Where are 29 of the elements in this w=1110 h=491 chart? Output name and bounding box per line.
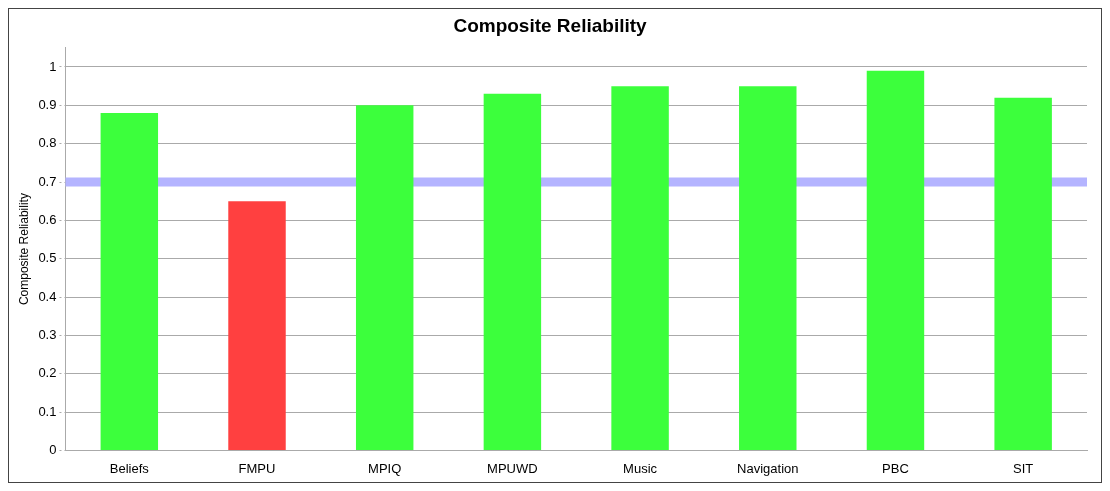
y-tick-label: 0.3	[38, 326, 57, 342]
x-tick-label: Music	[623, 460, 658, 476]
y-tick-label: 0.4	[38, 288, 57, 304]
y-axis-title: Composite Reliability	[16, 193, 31, 306]
x-tick-label: MPUWD	[487, 460, 538, 476]
y-tick-label: 0.7	[38, 173, 57, 189]
bar	[355, 105, 414, 450]
bar	[866, 70, 925, 450]
bar	[483, 93, 542, 450]
y-tick-label: 0	[49, 441, 57, 457]
x-tick-label: PBC	[882, 460, 909, 476]
x-tick-label: MPIQ	[368, 460, 402, 476]
y-tick-label: 0.6	[38, 211, 57, 227]
y-tick-label: 0.5	[38, 250, 57, 266]
bar	[739, 86, 797, 450]
bar	[100, 112, 159, 450]
x-tick-label: SIT	[1013, 460, 1034, 476]
x-tick-label: FMPU	[238, 460, 276, 476]
y-tick-label: 0.8	[38, 135, 57, 151]
bar	[228, 201, 286, 450]
y-tick-label: 0.1	[38, 403, 57, 419]
chart-title: Composite Reliability	[453, 14, 648, 36]
y-tick-label: 0.2	[38, 365, 57, 381]
y-tick-label: 1	[49, 58, 57, 74]
y-tick-label: 0.9	[38, 96, 57, 112]
bar	[611, 86, 669, 450]
x-tick-label: Navigation	[737, 460, 799, 476]
bar	[994, 97, 1052, 450]
x-tick-label: Beliefs	[109, 460, 150, 476]
